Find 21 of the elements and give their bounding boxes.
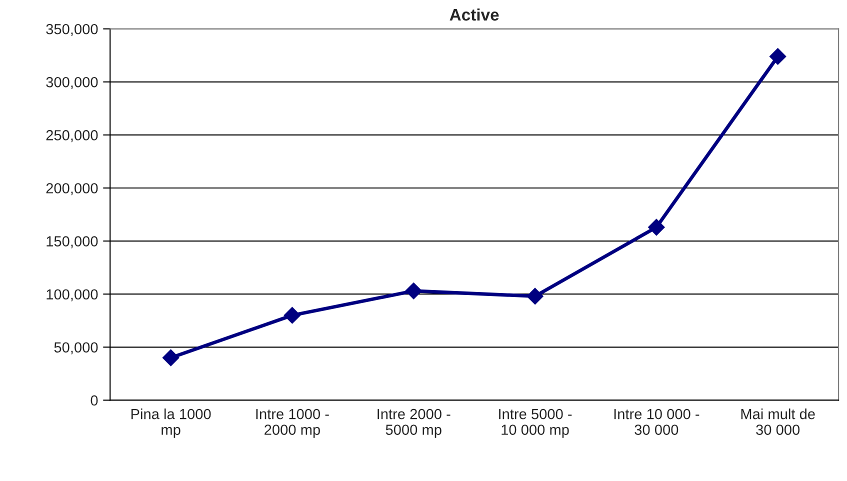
y-tick-label: 300,000 [46,77,98,90]
x-tick-label: Intre 2000 - 5000 mp [378,408,450,438]
y-tick-label: 350,000 [46,24,98,36]
x-tick-label: Intre 1000 - 2000 mp [256,408,329,438]
y-tick-label: 50,000 [54,342,98,354]
point [648,218,665,236]
point [526,288,544,305]
y-tick-label: 200,000 [46,183,98,196]
point [405,282,422,300]
y-tick-label: 150,000 [46,236,98,248]
y-tick-label: 0 [90,395,98,406]
y-tick-label: 250,000 [46,130,98,142]
point [284,306,301,324]
x-tick-label: Intre 10 000 - 30 000 [614,408,700,435]
x-tick-label: Pina la 1000 mp [131,408,211,438]
y-tick-label: 100,000 [46,289,98,302]
point [162,349,180,366]
x-tick-label: Intre 5000 - 10 000 mp [499,408,572,438]
chart-title: Active [450,8,499,21]
point [769,48,786,65]
x-tick-label: Mai mult de 30 000 [741,408,815,435]
